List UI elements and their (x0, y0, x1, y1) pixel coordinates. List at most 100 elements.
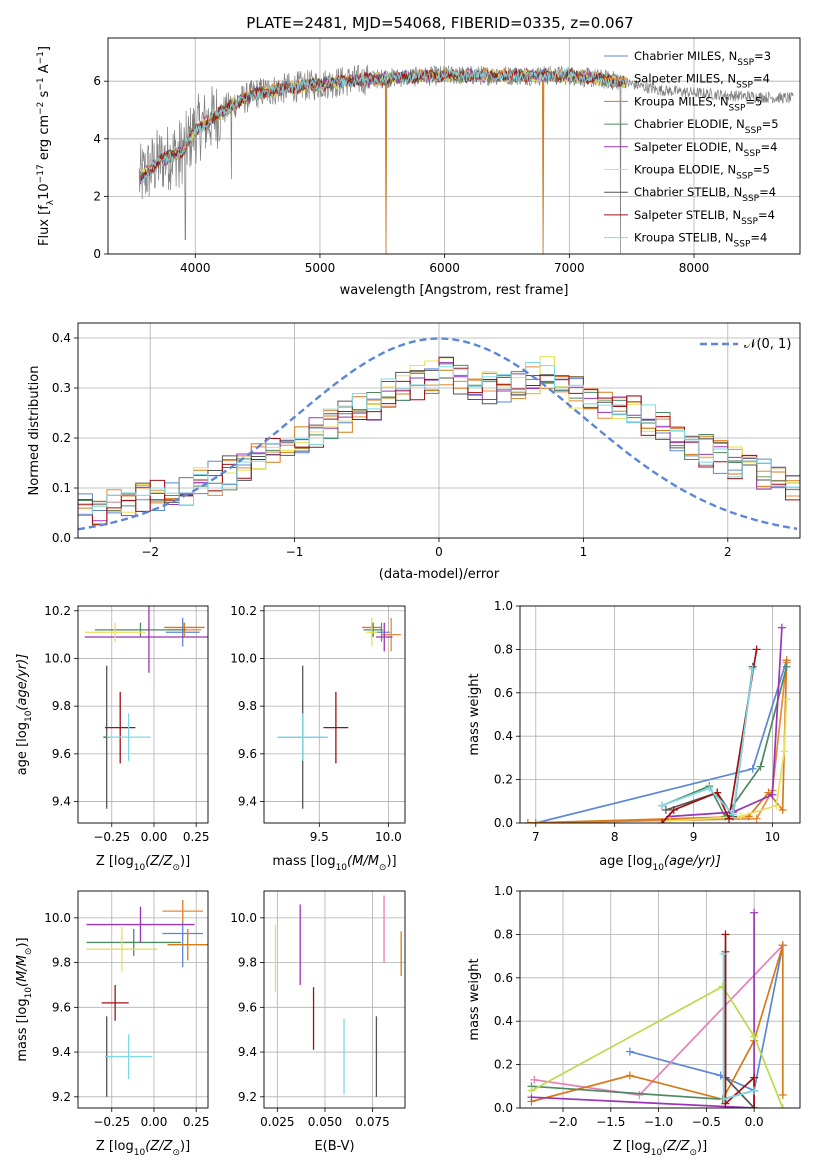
legend-label-part: =4 (753, 72, 770, 86)
y-tick-label: 9.6 (238, 1000, 257, 1014)
x-axis-label: Z [log10(Z/Z⊙)] (96, 854, 190, 873)
x-axis-label-part: )] (180, 1139, 190, 1154)
weight-line-chabrier-miles (629, 945, 784, 1092)
age-vs-Z-panel-frame (77, 605, 209, 824)
x-axis-label: E(B-V) (314, 1139, 354, 1154)
age-vs-Z-panel-plot-area (84, 606, 208, 809)
x-axis-label-part: ⊙ (172, 1148, 180, 1158)
spectrum-title: PLATE=2481, MJD=54068, FIBERID=0335, z=0… (246, 14, 633, 32)
legend-label: Kroupa MILES, NSSP=5 (634, 94, 762, 113)
x-tick-label: 7000 (554, 261, 585, 275)
y-tick-label: 10.0 (230, 911, 257, 925)
observed-spectrum (138, 64, 794, 254)
histogram-salpeter-miles (78, 366, 800, 538)
x-tick-label: 6000 (429, 261, 460, 275)
x-tick-label: 0.25 (183, 1115, 210, 1129)
x-tick-label: 7 (532, 830, 540, 844)
x-tick-label: −1.0 (644, 1115, 673, 1129)
x-tick-label: 4000 (180, 261, 211, 275)
legend-label-part: =4 (750, 231, 767, 245)
x-axis-label-part: age [log (599, 854, 652, 869)
weight-line-kroupa-elodie-line (531, 985, 784, 1108)
legend-label-part: Kroupa STELIB, N (634, 231, 734, 245)
x-tick-label: 0.00 (141, 1115, 168, 1129)
legend-label-part: SSP (737, 58, 754, 68)
y-tick-label: 0.2 (494, 1058, 513, 1072)
x-tick-label: 1 (580, 545, 588, 559)
legend-label-part: =5 (762, 117, 779, 131)
y-tick-label: 4 (93, 132, 101, 146)
legend-label-part: Chabrier MILES, N (634, 49, 737, 63)
x-tick-label: 0 (435, 545, 443, 559)
x-axis-label: wavelength [Angstrom, rest frame] (340, 283, 569, 298)
legend-label: 𝒩(0, 1) (744, 337, 791, 352)
age-vs-mass-panel-plot-area (277, 617, 401, 809)
y-tick-label: 0.6 (494, 686, 513, 700)
x-tick-label: −1.5 (596, 1115, 625, 1129)
model-spectrum-kroupa-stelib (140, 66, 626, 184)
x-tick-label: 10 (765, 830, 780, 844)
weight-line-chabrier-miles (535, 660, 788, 823)
legend-label-part: SSP (744, 149, 761, 159)
legend-label: Chabrier MILES, NSSP=3 (634, 49, 771, 68)
legend-label: Salpeter STELIB, NSSP=4 (634, 208, 775, 227)
legend-label-part: =3 (754, 49, 771, 63)
x-axis-label-part: mass [log (272, 854, 335, 869)
residual-panel: −2 −1 0 1 2 0.0 0.1 0.2 0.3 0.4 𝒩(0, 1) (data-model… (27, 322, 801, 582)
y-tick-label: 0.0 (494, 1101, 513, 1115)
y-axis-label-part: (M/M (15, 955, 30, 987)
y-axis-label-part: (age/yr)] (15, 654, 30, 711)
y-axis-label-part: age [log (15, 722, 30, 775)
y-axis-label-part: −1 (36, 77, 46, 90)
y-tick-label: 0.4 (52, 331, 71, 345)
y-tick-label: 0.4 (494, 1014, 513, 1028)
x-axis-label-part: (age/yr)] (664, 854, 721, 869)
y-axis-label-part: λ (46, 199, 56, 205)
histogram-chabrier-elodie (78, 363, 800, 538)
legend-label-part: SSP (745, 126, 762, 136)
y-tick-label: 0.8 (494, 927, 513, 941)
y-tick-label: 9.6 (238, 747, 257, 761)
weight-line-salpeter-miles (527, 662, 788, 823)
x-axis-label-part: )] (697, 1139, 707, 1154)
x-tick-label: 0.075 (355, 1115, 389, 1129)
y-axis-label-part: )] (15, 937, 30, 947)
residual-panel-frame (77, 322, 801, 539)
y-tick-label: 9.8 (52, 956, 71, 970)
histogram-kroupa-elodie (78, 356, 800, 538)
mass-vs-Z-panel-plot-area (86, 899, 208, 1097)
y-axis-label-part: mass [log (15, 998, 30, 1061)
legend-label-part: =5 (753, 163, 770, 177)
x-tick-label: 0.025 (260, 1115, 294, 1129)
age-vs-mass-panel: 9.5 10.0 9.4 9.6 9.8 10.0 10.2 mass [log10(M/M⊙… (230, 604, 406, 873)
y-tick-label: 0.0 (52, 531, 71, 545)
spectrum-panel-plot-area (138, 64, 794, 254)
y-tick-label: 9.8 (238, 956, 257, 970)
x-axis-label-part: (Z/Z (662, 1139, 690, 1154)
y-tick-label: 0.0 (494, 816, 513, 830)
legend-label-part: Salpeter ELODIE, N (634, 140, 744, 154)
x-tick-label: −0.25 (93, 830, 130, 844)
legend-label-part: =5 (745, 94, 762, 108)
y-axis-label: mass [log10(M/M⊙)] (15, 937, 34, 1061)
mass-vs-EBV-panel-plot-area (274, 895, 402, 1097)
y-tick-label: 2 (93, 189, 101, 203)
x-axis-label-part: Z [log (613, 1139, 651, 1154)
x-axis-label-part: (Z/Z (145, 854, 173, 869)
y-tick-label: 1.0 (494, 884, 513, 898)
x-axis-label-part: (Z/Z (145, 1139, 173, 1154)
y-tick-label: 9.8 (52, 699, 71, 713)
y-axis-label-part: erg cm (37, 115, 52, 164)
histogram-salpeter-elodie (78, 362, 800, 538)
age-vs-Z-panel: −0.25 0.00 0.259.49.69.810.010.2Z [log10(Z… (15, 604, 210, 873)
legend-label-part: SSP (741, 217, 758, 227)
y-tick-label: 1.0 (494, 599, 513, 613)
x-tick-label: 2 (724, 545, 732, 559)
x-tick-label: −2.0 (548, 1115, 577, 1129)
x-tick-label: −1 (286, 545, 304, 559)
y-tick-label: 0.3 (52, 381, 71, 395)
x-axis-label: Z [log10(Z/Z⊙)] (96, 1139, 190, 1158)
x-axis-label-part: )] (386, 854, 396, 869)
